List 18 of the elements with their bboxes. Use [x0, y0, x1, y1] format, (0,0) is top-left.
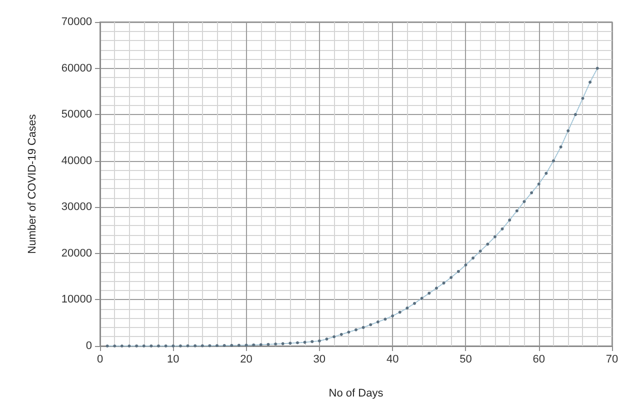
x-tick-label: 60: [532, 354, 545, 366]
y-tick-label: 60000: [61, 62, 92, 74]
y-tick-label: 70000: [61, 16, 92, 28]
x-axis-title: No of Days: [328, 388, 384, 400]
x-tick-label: 40: [386, 354, 399, 366]
x-tick-label: 20: [240, 354, 252, 366]
y-tick-label: 20000: [61, 247, 92, 260]
y-tick-label: 40000: [61, 154, 92, 167]
x-tick-label: 10: [167, 354, 180, 366]
y-tick-label: 50000: [61, 108, 92, 121]
x-tick-label: 30: [313, 354, 326, 366]
y-tick-label: 30000: [61, 201, 92, 214]
y-tick-label: 0: [86, 340, 92, 352]
x-tick-label: 0: [96, 354, 104, 366]
y-axis-title: Number of COVID-19 Cases: [26, 114, 38, 254]
x-tick-label: 70: [606, 354, 618, 366]
y-tick-label: 10000: [61, 294, 92, 306]
x-tick-label: 50: [460, 354, 472, 366]
